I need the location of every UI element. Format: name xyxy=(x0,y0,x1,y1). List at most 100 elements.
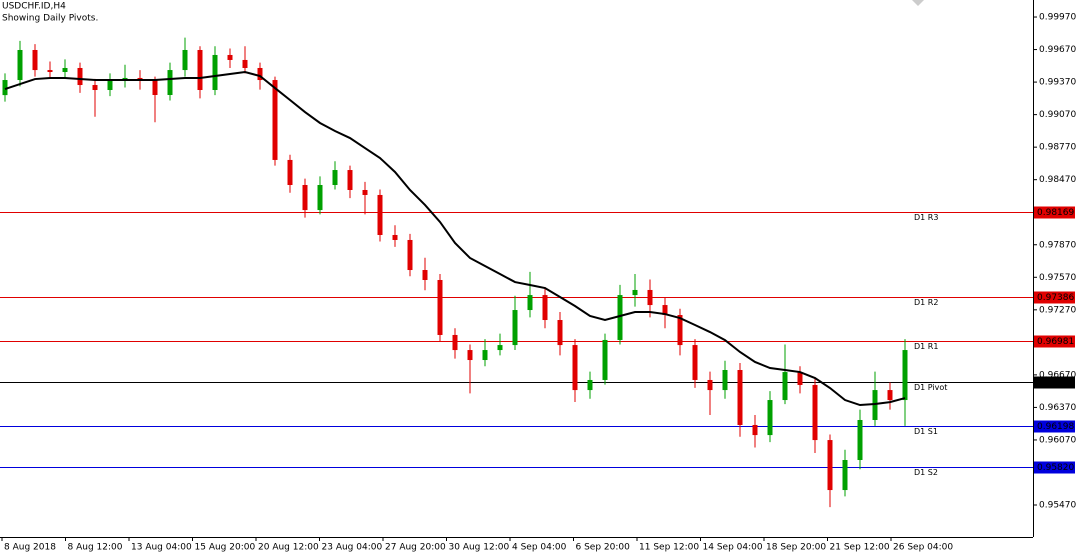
chart-subtitle: Showing Daily Pivots. xyxy=(2,14,98,24)
candle-body xyxy=(812,384,818,441)
candle-body xyxy=(767,400,773,436)
candle-body xyxy=(152,80,158,95)
x-tick-label: 15 Aug 20:00 xyxy=(195,543,256,553)
candle-body xyxy=(167,70,173,95)
candle-body xyxy=(662,305,668,316)
candle-body xyxy=(572,345,578,391)
candle-body xyxy=(197,49,203,91)
y-tick-label: 0.96370 xyxy=(1039,403,1076,413)
y-tick-label: 0.96670 xyxy=(1039,370,1076,380)
candle-body xyxy=(32,49,38,71)
candle-body xyxy=(182,49,188,71)
pivot-name: D1 Pivot xyxy=(914,383,947,392)
candle-body xyxy=(587,379,593,391)
y-tick-label: 0.99070 xyxy=(1039,110,1076,120)
price-box xyxy=(1034,420,1075,433)
candle-body xyxy=(122,77,128,81)
candle-body xyxy=(242,59,248,68)
candle-body xyxy=(677,315,683,346)
candle-body xyxy=(887,390,893,401)
price-box-label: 0.98169 xyxy=(1037,208,1074,218)
candle-body xyxy=(107,80,113,91)
candle-body xyxy=(392,234,398,240)
candle-body xyxy=(227,54,233,60)
price-box-label: 0.96198 xyxy=(1037,422,1074,432)
x-tick-label: 27 Aug 20:00 xyxy=(385,543,446,553)
candle-body xyxy=(332,170,338,186)
x-tick-label: 26 Sep 04:00 xyxy=(893,543,953,553)
y-tick-label: 0.99670 xyxy=(1039,45,1076,55)
candle-body xyxy=(302,185,308,211)
candle-body xyxy=(527,295,533,311)
candle-body xyxy=(632,289,638,296)
candle-body xyxy=(2,80,8,96)
y-tick-label: 0.97270 xyxy=(1039,305,1076,315)
candle-body xyxy=(557,320,563,346)
candle-body xyxy=(437,279,443,335)
y-tick-label: 0.99970 xyxy=(1039,13,1076,23)
candle-body xyxy=(647,289,653,306)
chart-title: USDCHF.ID,H4 xyxy=(2,2,66,12)
y-tick-label: 0.98770 xyxy=(1039,143,1076,153)
price-box xyxy=(1034,206,1075,219)
price-box xyxy=(1034,461,1075,474)
candle-body xyxy=(617,295,623,340)
candle-body xyxy=(272,80,278,160)
y-tick-label: 0.95470 xyxy=(1039,501,1076,511)
candle-body xyxy=(92,85,98,91)
pivot-name: D1 R3 xyxy=(914,213,938,222)
x-tick-label: 23 Aug 04:00 xyxy=(322,543,383,553)
candle-body xyxy=(497,345,503,351)
x-tick-label: 11 Sep 12:00 xyxy=(639,543,699,553)
price-box-label: 0.97386 xyxy=(1037,293,1074,303)
moving-average xyxy=(4,70,906,407)
x-tick-label: 8 Aug 2018 xyxy=(4,543,56,553)
price-box xyxy=(1034,335,1075,348)
candle-body xyxy=(707,379,713,391)
candle-body xyxy=(452,334,458,351)
y-tick-label: 0.97870 xyxy=(1039,240,1076,250)
candle-body xyxy=(137,77,143,81)
y-tick-label: 0.96070 xyxy=(1039,435,1076,445)
candle-body xyxy=(467,350,473,361)
candle-body xyxy=(542,295,548,321)
candle-body xyxy=(752,424,758,436)
candle-body xyxy=(737,370,743,425)
price-box-label: 0.96981 xyxy=(1037,337,1074,347)
x-tick-label: 18 Sep 20:00 xyxy=(766,543,826,553)
price-box xyxy=(1034,376,1075,389)
candle-body xyxy=(77,67,83,86)
candle-body xyxy=(512,310,518,346)
candle-body xyxy=(362,189,368,195)
x-tick-label: 20 Aug 12:00 xyxy=(258,543,319,553)
candle-body xyxy=(692,345,698,380)
candle-body xyxy=(422,270,428,280)
price-box-label: 0.95820 xyxy=(1037,463,1074,473)
candle-body xyxy=(212,54,218,91)
x-tick-label: 30 Aug 12:00 xyxy=(449,543,510,553)
candle-body xyxy=(797,372,803,385)
candle-body xyxy=(407,239,413,271)
candle-body xyxy=(602,339,608,380)
pivot-name: D1 S1 xyxy=(914,427,938,436)
candle-body xyxy=(722,370,728,391)
candle-body xyxy=(17,49,23,81)
candle-body xyxy=(377,194,383,235)
x-tick-label: 8 Aug 12:00 xyxy=(68,543,123,553)
pivot-name: D1 R1 xyxy=(914,342,938,351)
candle-body xyxy=(482,350,488,361)
candle-body xyxy=(782,372,788,401)
scroll-marker xyxy=(912,0,924,6)
candle-body xyxy=(62,67,68,73)
candle-body xyxy=(902,350,908,401)
candle-body xyxy=(317,185,323,211)
candle-body xyxy=(257,67,263,81)
x-tick-label: 4 Sep 04:00 xyxy=(512,543,567,553)
x-tick-label: 21 Sep 12:00 xyxy=(830,543,890,553)
pivot-name: D1 R2 xyxy=(914,298,938,307)
candle-body xyxy=(47,70,53,73)
y-tick-label: 0.98470 xyxy=(1039,175,1076,185)
x-tick-label: 13 Aug 04:00 xyxy=(131,543,192,553)
